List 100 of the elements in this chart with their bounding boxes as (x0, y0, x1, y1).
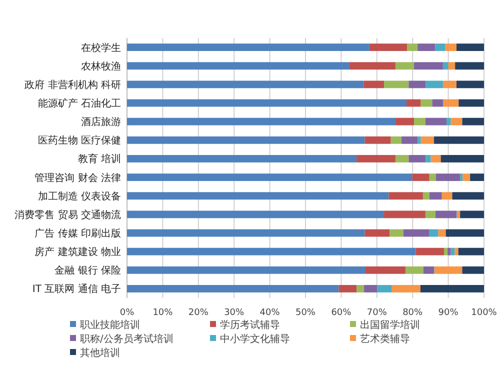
bar (420, 285, 484, 292)
bar (127, 136, 365, 144)
bar (455, 62, 484, 70)
y-tick-label: 医药生物 医疗保健 (38, 134, 121, 147)
bar (384, 80, 409, 88)
bar (364, 229, 390, 237)
x-tick-label: 0% (120, 308, 135, 318)
bar (444, 99, 459, 107)
bar (418, 44, 436, 51)
bar (458, 248, 484, 256)
bar (420, 99, 432, 107)
bar (365, 266, 406, 274)
x-tick-label: 40% (260, 308, 280, 318)
bar (438, 229, 446, 237)
legend-label: 其他培训 (80, 347, 120, 359)
bar (392, 285, 420, 292)
bar (408, 155, 426, 162)
bar (442, 62, 448, 70)
y-tick-label: 酒店旅游 (81, 116, 121, 128)
bar (388, 192, 423, 200)
bar (364, 80, 384, 88)
x-tick-label: 30% (224, 308, 245, 318)
bar (127, 62, 350, 70)
bar (127, 174, 412, 181)
bar (429, 192, 442, 200)
y-tick-label: 能源矿产 石油化工 (38, 98, 121, 110)
bar (460, 210, 484, 218)
bar (395, 118, 414, 126)
bar (456, 44, 484, 51)
x-tick-label: 20% (188, 308, 209, 318)
bar (395, 62, 414, 70)
bar (432, 99, 443, 107)
bar (127, 210, 384, 218)
bar (448, 62, 456, 70)
bar (456, 80, 484, 88)
bar (423, 266, 434, 274)
y-tick-label: 农林牧渔 (81, 60, 121, 72)
bar (416, 248, 444, 256)
x-tick-label: 10% (152, 308, 174, 318)
bar (390, 136, 402, 144)
bar (425, 118, 447, 126)
bar (445, 44, 457, 51)
bar (448, 248, 451, 256)
bar (462, 174, 470, 181)
bar (395, 155, 409, 162)
bar (442, 80, 457, 88)
bar (450, 248, 455, 256)
x-tick-label: 80% (402, 308, 424, 318)
y-tick-label: 政府 非营利机构 科研 (24, 78, 121, 91)
bar (429, 174, 436, 181)
bar (436, 174, 460, 181)
bar (402, 136, 418, 144)
bar (127, 285, 339, 292)
bar (460, 174, 463, 181)
bar (349, 62, 396, 70)
bar (390, 229, 404, 237)
y-tick-label: 教育 培训 (78, 153, 121, 166)
x-tick-label: 90% (438, 308, 459, 318)
legend-label: 出国留学培训 (360, 319, 420, 331)
bar (446, 229, 484, 237)
bar (430, 155, 441, 162)
bar (414, 62, 443, 70)
legend-label: 职称/公务员考试培训 (80, 333, 174, 345)
bar (406, 99, 421, 107)
bar (364, 136, 391, 144)
bar (440, 155, 484, 162)
x-tick-label: 60% (331, 308, 352, 318)
bar (127, 99, 407, 107)
y-tick-label: 消费零售 贸易 交通物流 (14, 208, 121, 221)
x-tick-label: 50% (295, 308, 316, 318)
bar (434, 266, 462, 274)
bar (418, 136, 421, 144)
legend-label: 职业技能培训 (80, 319, 140, 331)
bar (127, 44, 370, 51)
bar (444, 248, 448, 256)
bar (426, 80, 443, 88)
bar (462, 118, 484, 126)
y-tick-label: 房产 建筑建设 物业 (34, 246, 121, 258)
bar (456, 210, 460, 218)
bar (127, 266, 366, 274)
legend-label: 艺术类辅导 (360, 333, 410, 345)
bar (405, 266, 424, 274)
bar (442, 192, 452, 200)
bar (127, 118, 396, 126)
bar (435, 210, 457, 218)
bar (452, 192, 484, 200)
bar (356, 155, 396, 162)
bar (369, 44, 408, 51)
bar (384, 210, 426, 218)
y-tick-label: 管理咨询 财会 法律 (34, 172, 121, 184)
bar (356, 285, 364, 292)
bar (454, 248, 458, 256)
y-tick-label: 金融 银行 保险 (54, 264, 121, 277)
bar (434, 136, 484, 144)
bar (338, 285, 357, 292)
bar (127, 155, 357, 162)
bar (377, 285, 392, 292)
bar (127, 248, 416, 256)
y-tick-label: IT 互联网 通信 电子 (32, 283, 121, 296)
bar (127, 192, 389, 200)
